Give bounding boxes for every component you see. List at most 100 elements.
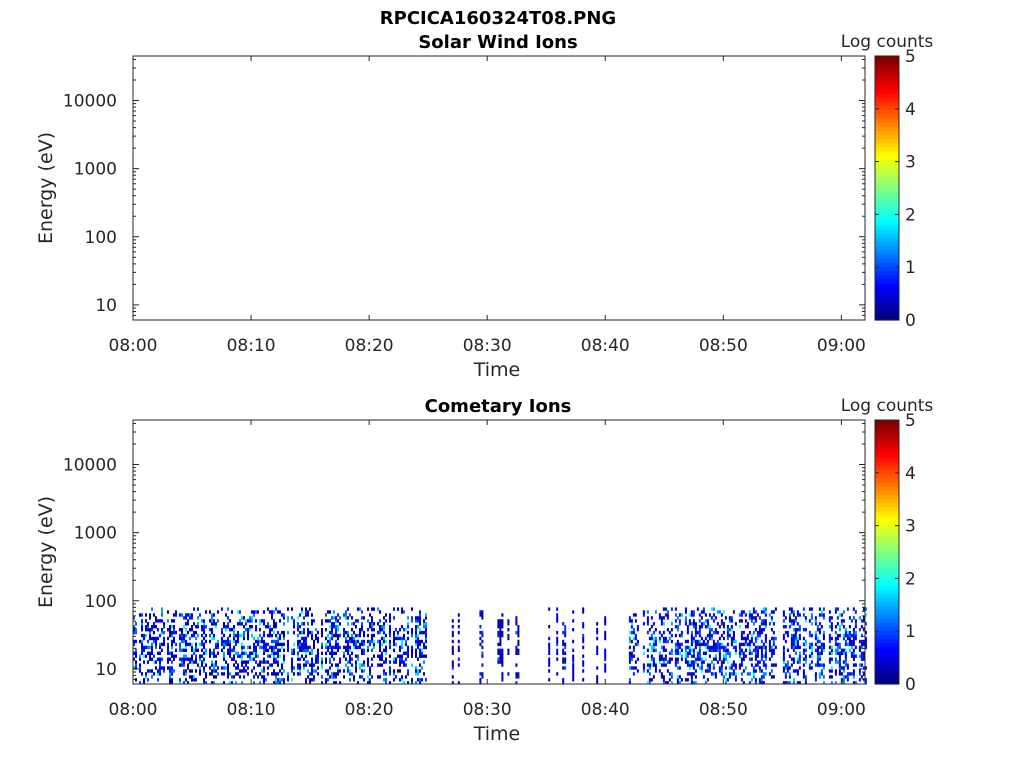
- spectrogram-cell: [684, 660, 687, 664]
- spectrogram-cell: [263, 675, 265, 679]
- spectrogram-cell: [159, 672, 161, 676]
- spectrogram-cell: [407, 625, 409, 629]
- spectrogram-cell: [183, 663, 185, 667]
- spectrogram-cell: [389, 666, 391, 670]
- spectrogram-cell: [267, 660, 269, 664]
- spectrogram-cell: [309, 681, 311, 685]
- spectrogram-cell: [792, 628, 795, 632]
- spectrogram-cell: [758, 660, 761, 664]
- colorbar-swatch: [875, 241, 899, 247]
- spectrogram-cell: [299, 639, 301, 644]
- colorbar-swatch: [875, 245, 899, 251]
- spectrogram-cell: [351, 672, 353, 676]
- spectrogram-cell: [253, 636, 255, 641]
- spectrogram-cell: [301, 642, 303, 647]
- spectrogram-cell: [744, 654, 747, 658]
- spectrogram-cell: [301, 648, 303, 652]
- spectrogram-cell: [688, 666, 691, 670]
- spectrogram-cell: [830, 666, 833, 670]
- spectrogram-cell: [838, 666, 841, 670]
- spectrogram-cell: [235, 672, 237, 676]
- spectrogram-cell: [481, 675, 484, 679]
- spectrogram-cell: [670, 675, 673, 679]
- spectrogram-cell: [732, 633, 735, 638]
- spectrogram-cell: [209, 654, 211, 658]
- spectrogram-cell: [275, 642, 277, 647]
- spectrogram-cell: [481, 630, 484, 635]
- spectrogram-cell: [660, 663, 663, 667]
- spectrogram-cell: [227, 616, 229, 620]
- spectrogram-cell: [317, 636, 319, 641]
- spectrogram-cell: [157, 628, 159, 632]
- spectrogram-cell: [788, 666, 791, 670]
- spectrogram-cell: [762, 672, 765, 676]
- spectrogram-cell: [784, 630, 787, 635]
- spectrogram-cell: [842, 675, 845, 679]
- spectrogram-cell: [153, 639, 155, 644]
- spectrogram-cell: [317, 630, 319, 635]
- spectrogram-cell: [822, 681, 825, 685]
- spectrogram-cell: [349, 672, 351, 676]
- colorbar-swatch: [875, 597, 899, 603]
- spectrogram-cell: [792, 678, 795, 682]
- spectrogram-cell: [335, 639, 337, 644]
- spectrogram-cell: [381, 642, 383, 647]
- spectrogram-cell: [760, 645, 763, 650]
- spectrogram-cell: [860, 651, 863, 655]
- spectrogram-cell: [331, 630, 333, 635]
- spectrogram-cell: [562, 622, 565, 626]
- spectrogram-cell: [838, 663, 841, 667]
- colorbar-swatch: [875, 117, 899, 123]
- spectrogram-cell: [628, 619, 631, 623]
- colorbar-swatch: [875, 262, 899, 267]
- spectrogram-cell: [728, 666, 731, 670]
- spectrogram-cell: [792, 622, 795, 626]
- spectrogram-cell: [722, 645, 725, 650]
- spectrogram-cell: [223, 654, 225, 658]
- spectrogram-cell: [173, 654, 175, 658]
- spectrogram-cell: [802, 675, 805, 679]
- spectrogram-cell: [185, 654, 187, 658]
- spectrogram-cell: [816, 645, 819, 650]
- spectrogram-cell: [790, 663, 793, 667]
- spectrogram-cell: [359, 607, 361, 611]
- spectrogram-cell: [277, 672, 279, 676]
- spectrogram-cell: [265, 678, 267, 682]
- spectrogram-cell: [854, 625, 857, 629]
- spectrogram-cell: [231, 675, 233, 679]
- spectrogram-cell: [335, 651, 337, 655]
- spectrogram-cell: [187, 642, 189, 647]
- spectrogram-cell: [670, 639, 673, 644]
- spectrogram-cell: [271, 648, 273, 652]
- spectrogram-cell: [359, 642, 361, 647]
- spectrogram-cell: [143, 678, 145, 682]
- spectrogram-cell: [239, 622, 241, 626]
- spectrogram-cell: [263, 642, 265, 647]
- spectrogram-cell: [339, 681, 341, 685]
- spectrogram-cell: [782, 657, 785, 661]
- spectrogram-cell: [255, 645, 257, 650]
- spectrogram-cell: [692, 654, 695, 658]
- spectrogram-cell: [828, 619, 831, 623]
- spectrogram-cell: [263, 669, 265, 673]
- spectrogram-cell: [792, 613, 795, 617]
- spectrogram-cell: [860, 645, 863, 650]
- colorbar-swatch: [875, 287, 899, 292]
- spectrogram-cell: [389, 669, 391, 673]
- colorbar-swatch: [875, 93, 899, 98]
- spectrogram-cell: [818, 657, 821, 661]
- colorbar-swatch: [875, 589, 899, 594]
- spectrogram-cell: [135, 654, 137, 658]
- spectrogram-cell: [720, 663, 723, 667]
- spectrogram-cell: [515, 663, 518, 667]
- spectrogram-cell: [347, 616, 349, 620]
- spectrogram-cell: [169, 633, 171, 638]
- spectrogram-cell: [293, 666, 295, 670]
- spectrogram-cell: [730, 642, 733, 647]
- spectrogram-cell: [678, 619, 681, 623]
- spectrogram-cell: [191, 625, 193, 629]
- spectrogram-cell: [197, 616, 199, 620]
- spectrogram-cell: [764, 672, 767, 676]
- spectrogram-cell: [423, 672, 425, 676]
- spectrogram-cell: [794, 628, 797, 632]
